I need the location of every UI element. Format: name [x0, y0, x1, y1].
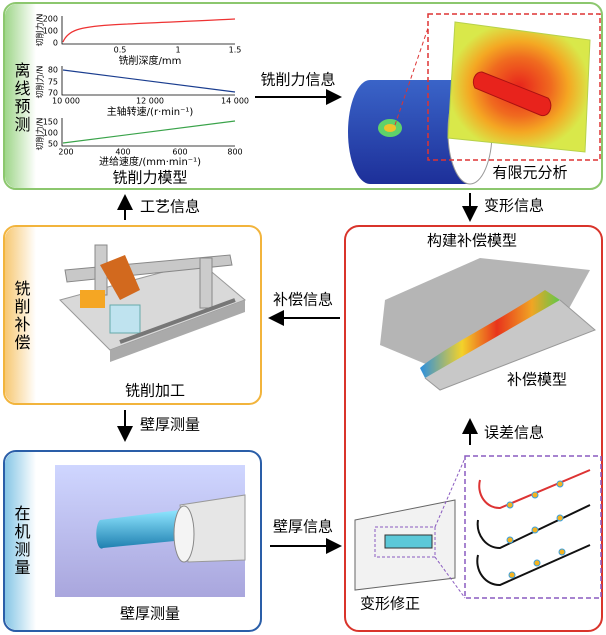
arrow-label: 壁厚测量 — [140, 416, 200, 434]
arrow-label: 误差信息 — [484, 424, 544, 442]
arrow: 铣削力信息 — [255, 71, 342, 105]
arrow: 变形信息 — [462, 193, 544, 222]
probe-image — [55, 465, 246, 597]
tick: 70 — [48, 89, 58, 98]
y-label: 切削力/N — [35, 118, 45, 151]
milling-panel: 铣削补偿 铣削加工 — [3, 225, 262, 405]
tick: 0 — [53, 39, 58, 48]
chart-1: 切削力/N 200 100 0 0.5 1 1.5 铣削深度/mm — [35, 14, 242, 67]
arrow-label: 变形信息 — [484, 197, 544, 215]
tick: 1.5 — [229, 46, 242, 55]
measure-panel: 在机测量 壁厚测量 — [3, 450, 262, 632]
arrow: 壁厚测量 — [117, 410, 200, 442]
arrow: 工艺信息 — [117, 194, 200, 220]
compensation-model — [380, 258, 596, 391]
tick: 400 — [115, 148, 130, 157]
tick: 150 — [43, 118, 58, 127]
y-label: 切削力/N — [35, 14, 45, 47]
tick: 200 — [58, 148, 73, 157]
panel-title: 构建补偿模型 — [427, 232, 517, 250]
arrow: 补偿信息 — [268, 291, 340, 326]
tick: 800 — [227, 148, 242, 157]
chart-2: 切削力/N 80 75 70 10 000 12 000 14 000 主轴转速… — [35, 66, 250, 119]
tick: 80 — [48, 66, 58, 75]
arrow-label: 补偿信息 — [273, 291, 333, 309]
machine-image — [59, 244, 246, 362]
arrow-label: 工艺信息 — [140, 198, 200, 216]
x-label: 铣削深度/mm — [119, 54, 182, 67]
tick: 600 — [172, 148, 187, 157]
fea-render: 有限元分析 — [348, 13, 601, 185]
chart-3: 切削力/N 150 100 50 200 400 600 800 进给速度/(m… — [35, 118, 243, 169]
tick: 14 000 — [221, 97, 249, 106]
arrow: 误差信息 — [462, 418, 544, 445]
tick: 200 — [43, 15, 58, 24]
mini-charts: 切削力/N 200 100 0 0.5 1 1.5 铣削深度/mm 切削力/N … — [35, 14, 250, 187]
caption: 铣削力模型 — [112, 169, 187, 187]
x-label: 进给速度/(mm·min⁻¹) — [99, 155, 201, 168]
x-label: 主轴转速/(r·min⁻¹) — [107, 105, 194, 118]
compensation-panel: 构建补偿模型 补偿模型 误差信息 变形修正 — [344, 225, 603, 632]
tick: 10 000 — [52, 97, 80, 106]
caption: 壁厚测量 — [120, 605, 180, 623]
arrow-label: 铣削力信息 — [260, 71, 335, 89]
tick: 100 — [43, 27, 58, 36]
caption: 有限元分析 — [492, 164, 567, 182]
arrow: 壁厚信息 — [270, 518, 342, 554]
panel-label: 铣削补偿 — [12, 280, 31, 352]
y-label: 切削力/N — [35, 66, 45, 99]
caption: 补偿模型 — [507, 371, 567, 389]
panel-label: 离线预测 — [12, 62, 31, 134]
caption: 铣削加工 — [125, 382, 185, 400]
deform-image — [354, 455, 602, 599]
tick: 50 — [48, 140, 58, 149]
panel-label: 在机测量 — [12, 505, 31, 577]
tick: 0.5 — [114, 46, 127, 55]
tick: 100 — [43, 129, 58, 138]
tick: 1 — [175, 46, 180, 55]
arrow-label: 壁厚信息 — [273, 518, 333, 536]
tick: 12 000 — [136, 97, 164, 106]
tick: 75 — [48, 78, 58, 87]
caption: 变形修正 — [360, 595, 420, 613]
